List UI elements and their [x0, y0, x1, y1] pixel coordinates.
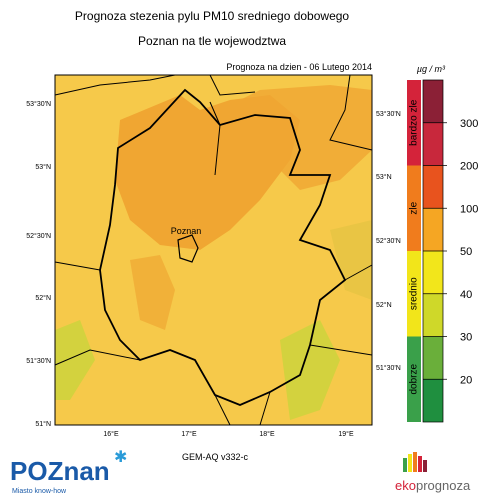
poznan-logo: POZnan: [10, 456, 110, 486]
level-label: 200: [460, 161, 478, 173]
level-label: 300: [460, 118, 478, 130]
category-swatch: [407, 251, 421, 337]
lon-label: 18°E: [259, 430, 275, 438]
category-label: srednio: [409, 277, 420, 310]
level-swatch: [423, 208, 443, 251]
level-label: 40: [460, 289, 472, 301]
category-label: zle: [409, 201, 420, 214]
level-label: 100: [460, 203, 478, 215]
lon-label: 17°E: [181, 430, 197, 438]
logo-star: ✱: [114, 449, 127, 466]
lat-label-left: 51°30'N: [26, 357, 51, 365]
lat-label-left: 52°30'N: [26, 232, 51, 240]
level-swatch: [423, 80, 443, 123]
level-swatch: [423, 379, 443, 422]
model-label: GEM-AQ v332-c: [182, 452, 249, 462]
title: Prognoza stezenia pylu PM10 sredniego do…: [75, 9, 350, 23]
lat-label-right: 53°N: [376, 173, 392, 181]
level-swatch: [423, 336, 443, 380]
lat-label-left: 53°N: [35, 163, 51, 171]
level-swatch: [423, 251, 443, 294]
colorbar: 300 200 100 50 40 30 20 bardzo zle zle srednio dob…: [407, 79, 478, 423]
eko-logo-text: ekoprognoza: [395, 478, 471, 493]
ekoprognoza-logo: ekoprognoza: [395, 452, 471, 493]
map-area: Poznan: [54, 74, 373, 426]
category-swatch: [407, 80, 421, 166]
tagline: Miasto know-how: [12, 488, 67, 495]
lon-label: 19°E: [338, 430, 354, 438]
category-swatch: [407, 336, 421, 422]
level-frame: [422, 79, 444, 423]
lat-label-right: 52°N: [376, 301, 392, 309]
lat-label-right: 53°30'N: [376, 110, 401, 118]
category-label: bardzo zle: [409, 99, 420, 146]
level-swatch: [423, 293, 443, 337]
category-swatch: [407, 165, 421, 251]
lat-label-right: 51°30'N: [376, 364, 401, 372]
city-label: Poznan: [171, 226, 202, 236]
subtitle: Poznan na tle wojewodztwa: [138, 34, 286, 48]
category-label: dobrze: [409, 364, 420, 395]
level-swatch: [423, 165, 443, 209]
level-swatch: [423, 122, 443, 166]
lat-label-left: 51°N: [35, 420, 51, 428]
lat-label-right: 52°30'N: [376, 237, 401, 245]
level-label: 50: [460, 246, 472, 258]
lat-label-left: 53°30'N: [26, 100, 51, 108]
level-label: 20: [460, 374, 472, 386]
level-label: 30: [460, 332, 472, 344]
date-label: Prognoza na dzien - 06 Lutego 2014: [226, 62, 372, 72]
graticule-labels: 53°30'N 53°N 52°30'N 52°N 51°30'N 51°N 53°30'N…: [26, 100, 401, 438]
lon-label: 16°E: [103, 430, 119, 438]
lat-label-left: 52°N: [35, 294, 51, 302]
unit-label: µg / m³: [417, 64, 446, 74]
